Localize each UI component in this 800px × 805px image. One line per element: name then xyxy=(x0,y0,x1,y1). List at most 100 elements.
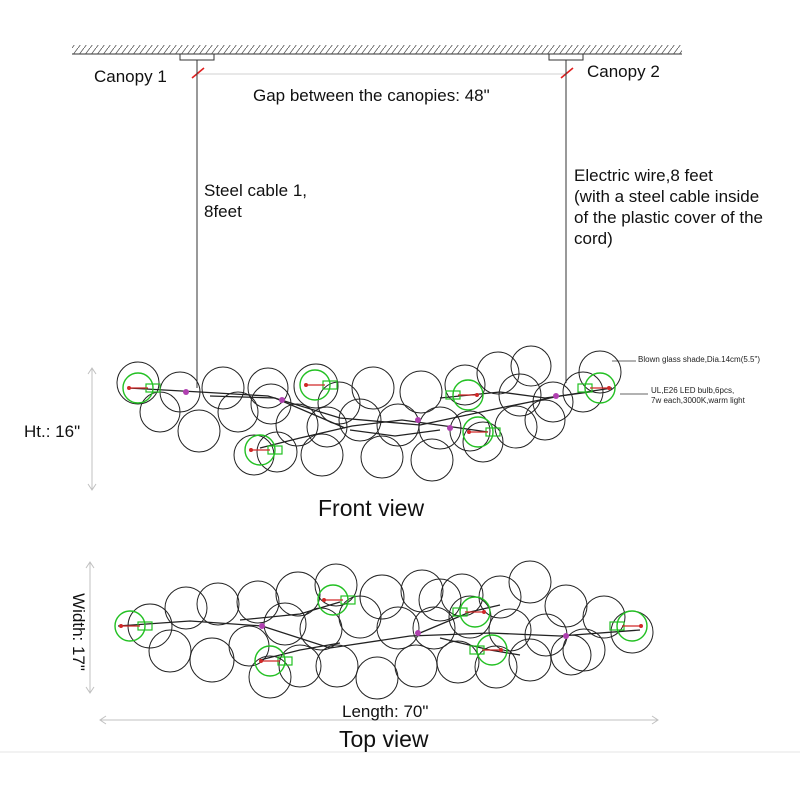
rod-connector xyxy=(279,397,285,403)
canopy-2-label: Canopy 2 xyxy=(587,62,660,81)
canopy-2-plate xyxy=(548,53,584,61)
bulb-glass xyxy=(476,634,508,666)
glass-shade xyxy=(263,602,307,646)
led-bulb xyxy=(244,434,283,466)
bulb-glass xyxy=(254,645,286,677)
glass-shade xyxy=(314,563,358,607)
glass-shade xyxy=(116,361,160,405)
glass-shade xyxy=(228,625,270,667)
led-bulb xyxy=(462,416,501,448)
led-bulb xyxy=(609,610,648,642)
glass-shade xyxy=(217,391,259,433)
bulb-glass xyxy=(244,434,276,466)
branch-rod xyxy=(239,601,341,621)
glass-shade xyxy=(412,606,456,650)
branch-rod xyxy=(349,429,441,437)
electric-wire-line-2: (with a steel cable inside xyxy=(574,187,760,206)
rod-connector xyxy=(447,425,453,431)
glass-shade xyxy=(177,409,221,453)
glass-shade xyxy=(248,655,292,699)
glass-shade xyxy=(510,345,552,387)
bulb-glass xyxy=(114,610,146,642)
electric-wire-label: Electric wire,8 feet (with a steel cable… xyxy=(574,165,763,249)
led-bulb xyxy=(299,369,338,401)
glass-shade xyxy=(532,381,574,423)
led-bulb xyxy=(122,372,161,404)
glass-shade xyxy=(474,645,518,689)
glass-shade xyxy=(410,438,454,482)
glass-shade xyxy=(355,656,399,700)
glass-shade xyxy=(148,629,192,673)
width-label: Width: 17" xyxy=(69,593,88,671)
glass-shade xyxy=(582,595,626,639)
height-dimension xyxy=(87,367,97,491)
glass-shade xyxy=(256,431,298,473)
led-bulb xyxy=(317,584,356,616)
bulb-tip xyxy=(499,648,503,652)
glass-shade xyxy=(562,371,604,413)
bulb-glass xyxy=(317,584,349,616)
glass-shade xyxy=(360,435,404,479)
bulb-note-line-2: 7w each,3000K,warm light xyxy=(651,396,745,405)
canopy-1-plate xyxy=(179,53,215,61)
glass-shade xyxy=(300,433,344,477)
glass-shade xyxy=(508,638,552,682)
steel-cable-label: Steel cable 1, 8feet xyxy=(204,180,307,222)
branch-rod xyxy=(209,395,346,429)
glass-shade xyxy=(164,586,208,630)
rod-connector xyxy=(415,630,421,636)
glass-shade xyxy=(306,406,348,448)
bulb-tip xyxy=(639,624,643,628)
branch-rod xyxy=(127,387,613,426)
bulb-glass xyxy=(452,379,484,411)
bulb-tip xyxy=(482,610,486,614)
gap-dimension-line xyxy=(191,67,574,79)
bulb-tip xyxy=(475,393,479,397)
length-label: Length: 70" xyxy=(342,702,429,721)
bulb-tip xyxy=(259,659,263,663)
bulb-glass xyxy=(584,372,616,404)
glass-shade xyxy=(550,634,592,676)
glass-shade xyxy=(236,580,280,624)
bulb-glass xyxy=(616,610,648,642)
glass-shade xyxy=(448,595,492,639)
rod-connector xyxy=(553,393,559,399)
bulb-note-line-1: UL,E26 LED bulb,6pcs, xyxy=(651,386,735,395)
glass-shade xyxy=(189,637,235,683)
glass-shade xyxy=(508,560,552,604)
glass-shade xyxy=(400,569,444,613)
bulb-tip xyxy=(607,386,611,390)
glass-shade xyxy=(498,373,542,417)
glass-shade xyxy=(376,606,420,650)
led-bulb xyxy=(254,645,293,677)
glass-shade xyxy=(418,578,462,622)
electric-wire-line-1: Electric wire,8 feet xyxy=(574,166,713,185)
gap-label: Gap between the canopies: 48" xyxy=(253,86,490,105)
glass-shade xyxy=(196,582,240,626)
bulb-tip xyxy=(322,598,326,602)
rod-connector xyxy=(259,623,265,629)
rod-connector xyxy=(183,389,189,395)
bulb-glass xyxy=(459,596,491,628)
bulb-tip xyxy=(119,624,123,628)
glass-shade xyxy=(315,644,359,688)
shade-note: Blown glass shade,Dia.14cm(5.5") xyxy=(638,355,761,364)
front-view-chandelier xyxy=(116,345,622,482)
glass-shade xyxy=(275,403,319,447)
glass-shade xyxy=(278,644,322,688)
glass-shade xyxy=(275,571,321,617)
rod-connector xyxy=(415,417,421,423)
electric-wire-line-4: cord) xyxy=(574,229,613,248)
led-bulb xyxy=(452,596,491,628)
top-view-chandelier xyxy=(114,560,654,700)
glass-shade xyxy=(462,421,504,463)
length-dimension xyxy=(99,715,659,725)
top-view-title: Top view xyxy=(339,726,429,752)
led-bulb xyxy=(445,379,484,411)
glass-shade xyxy=(394,644,438,688)
glass-shade xyxy=(351,366,395,410)
glass-shade xyxy=(399,370,443,414)
bulb-glass xyxy=(299,369,331,401)
front-view-title: Front view xyxy=(318,495,425,521)
